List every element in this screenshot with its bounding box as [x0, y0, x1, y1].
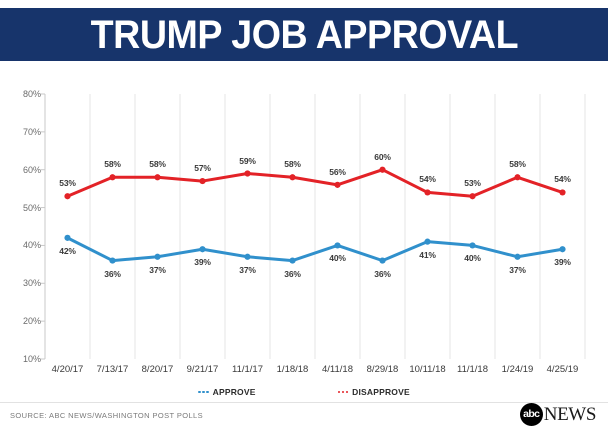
x-axis-tick-label: 4/25/19: [546, 364, 579, 375]
data-point[interactable]: [244, 253, 251, 260]
series-line-disapprove: [66, 168, 564, 198]
data-point-label: 41%: [419, 249, 436, 260]
data-point-label: 37%: [149, 264, 166, 275]
x-axis-tick-label: 9/21/17: [186, 364, 219, 375]
data-point-label: 36%: [284, 268, 301, 279]
data-point-label: 42%: [59, 245, 76, 256]
data-point[interactable]: [334, 181, 341, 188]
x-axis-tick-label: 11/1/18: [457, 364, 488, 375]
y-axis-tick-label: 80%: [22, 89, 41, 99]
data-point[interactable]: [469, 242, 476, 249]
x-axis-tick-labels: 4/20/17 7/13/17 8/20/17 9/21/17 11/1/17 1/18/…: [45, 364, 585, 380]
data-point[interactable]: [154, 174, 161, 181]
data-point[interactable]: [109, 257, 116, 264]
y-axis-tick-label: 60%: [22, 164, 41, 175]
data-point[interactable]: [244, 170, 251, 177]
data-point[interactable]: [514, 174, 521, 181]
y-axis-tick-label: 70%: [22, 126, 41, 137]
data-point-label: 37%: [239, 264, 256, 275]
data-point-label: 39%: [194, 257, 211, 268]
x-axis-tick-label: 11/1/17: [232, 364, 263, 375]
data-point-label: 58%: [104, 159, 121, 170]
y-axis-tick-label: 10%: [22, 354, 41, 364]
x-axis-tick-label: 7/13/17: [96, 364, 129, 375]
data-point-label: 39%: [554, 257, 571, 268]
abc-circle-icon: abc: [519, 402, 543, 426]
data-point[interactable]: [559, 246, 566, 253]
data-point[interactable]: [424, 238, 431, 245]
page-title: TRUMP JOB APPROVAL: [90, 12, 518, 57]
legend-item-disapprove[interactable]: DISAPPROVE: [337, 387, 410, 397]
data-point[interactable]: [154, 253, 161, 260]
data-point-label: 54%: [554, 174, 571, 185]
data-point-label: 59%: [239, 155, 256, 166]
data-point[interactable]: [334, 242, 341, 249]
y-axis-tick-label: 40%: [22, 240, 41, 251]
x-axis-tick-label: 8/20/17: [141, 364, 174, 375]
news-wordmark: NEWS: [543, 403, 597, 425]
legend-dots-icon: [337, 390, 349, 394]
data-point[interactable]: [64, 234, 71, 241]
data-point[interactable]: [109, 174, 116, 181]
data-point-label: 40%: [464, 253, 481, 264]
x-axis-tick-label: 4/20/17: [51, 364, 84, 375]
source-note: SOURCE: ABC NEWS/WASHINGTON POST POLLS: [10, 411, 204, 420]
data-point[interactable]: [469, 193, 476, 200]
data-point[interactable]: [64, 193, 71, 200]
data-point-label: 37%: [509, 264, 526, 275]
y-axis-tick-labels: 80% 70% 60% 50% 40% 30% 20% 10%: [5, 89, 41, 364]
data-point-label: 36%: [374, 268, 391, 279]
x-axis-tick-label: 4/11/18: [322, 364, 353, 375]
y-axis-tick-label: 20%: [22, 316, 41, 327]
abc-news-logo: abc NEWS: [519, 402, 597, 426]
data-point-label: 36%: [104, 268, 121, 279]
chart-container: 80% 70% 60% 50% 40% 30% 20% 10% 42% 36% 37% 39% 37%…: [0, 61, 608, 381]
data-point-label: 58%: [284, 159, 301, 170]
y-axis-tick-label: 50%: [22, 202, 41, 213]
data-point-label: 57%: [194, 163, 211, 174]
x-axis-tick-label: 8/29/18: [366, 364, 399, 375]
plot-svg: [41, 93, 586, 360]
x-axis-tick-label: 1/24/19: [501, 364, 534, 375]
footer-divider: [0, 402, 608, 403]
plot-area: 42% 36% 37% 39% 37% 36% 40% 36% 41% 40% 37% 39% 53% 5…: [41, 93, 586, 360]
data-point[interactable]: [199, 177, 206, 185]
legend-dots-icon: [198, 390, 209, 394]
legend-label: DISAPPROVE: [352, 387, 410, 397]
data-point-label: 40%: [329, 253, 346, 264]
data-point[interactable]: [289, 174, 296, 181]
legend-item-approve[interactable]: APPROVE: [198, 387, 255, 397]
data-point-label: 54%: [419, 174, 436, 185]
data-point[interactable]: [199, 246, 206, 253]
data-point-label: 58%: [509, 159, 526, 170]
data-point[interactable]: [379, 166, 386, 173]
data-point-label: 58%: [149, 159, 166, 170]
data-point-label: 56%: [329, 166, 346, 177]
data-point-label: 53%: [59, 178, 76, 189]
x-axis-tick-label: 10/11/18: [409, 364, 446, 375]
data-point[interactable]: [379, 257, 386, 264]
data-point-label: 60%: [374, 151, 391, 162]
data-point[interactable]: [514, 253, 521, 260]
data-point[interactable]: [559, 189, 566, 196]
y-axis-tick-label: 30%: [22, 278, 41, 289]
title-banner: TRUMP JOB APPROVAL: [0, 8, 608, 61]
x-axis-tick-label: 1/18/18: [276, 364, 309, 375]
chart-legend: APPROVE DISAPPROVE: [0, 385, 608, 399]
series-line-approve: [66, 236, 564, 263]
data-point-label: 53%: [464, 178, 481, 189]
data-point[interactable]: [424, 189, 431, 196]
legend-label: APPROVE: [212, 387, 256, 397]
abc-logo-letters: abc: [523, 407, 540, 420]
data-point[interactable]: [289, 257, 296, 264]
